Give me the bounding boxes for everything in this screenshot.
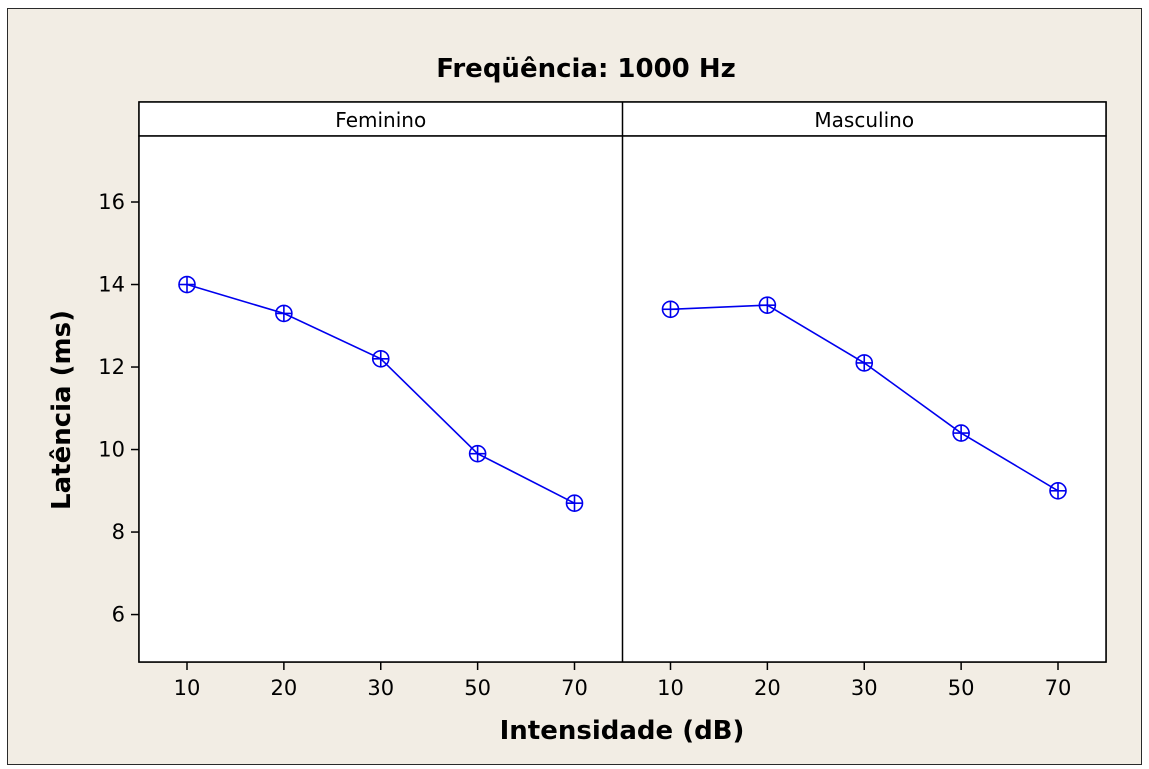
- y-tick-label: 12: [98, 355, 125, 379]
- y-tick-label: 16: [98, 190, 125, 214]
- x-tick-label: 30: [851, 676, 878, 700]
- data-point: [565, 494, 584, 512]
- data-point: [758, 296, 777, 314]
- x-axis-label: Intensidade (dB): [500, 716, 745, 746]
- x-tick-label: 10: [174, 676, 201, 700]
- data-point: [952, 424, 970, 442]
- x-tick-label: 20: [271, 676, 298, 700]
- y-axis-label: Latência (ms): [47, 310, 77, 510]
- data-point: [178, 275, 196, 294]
- data-point: [855, 354, 874, 372]
- data-point: [1049, 481, 1067, 500]
- panel-label-feminino: Feminino: [335, 108, 426, 132]
- chart-title: Freqüência: 1000 Hz: [436, 54, 735, 84]
- x-tick-label: 50: [948, 676, 975, 700]
- y-tick-label: 14: [98, 273, 125, 297]
- data-point: [661, 300, 680, 319]
- x-tick-label: 70: [561, 676, 588, 700]
- y-tick-label: 8: [112, 520, 125, 544]
- x-tick-label: 30: [367, 676, 394, 700]
- data-point: [371, 349, 390, 368]
- data-point: [275, 304, 293, 323]
- y-tick-label: 6: [112, 603, 125, 627]
- x-tick-label: 50: [464, 676, 491, 700]
- x-tick-label: 20: [754, 676, 781, 700]
- x-tick-label: 70: [1045, 676, 1072, 700]
- plot-area: 6 8 10 12 14 16 Feminino 10 20 30 50 70 Masculino 10 2…: [98, 101, 1107, 700]
- y-tick-label: 10: [98, 438, 125, 462]
- x-tick-label: 10: [657, 676, 684, 700]
- panel-label-masculino: Masculino: [814, 108, 914, 132]
- data-point: [468, 444, 487, 463]
